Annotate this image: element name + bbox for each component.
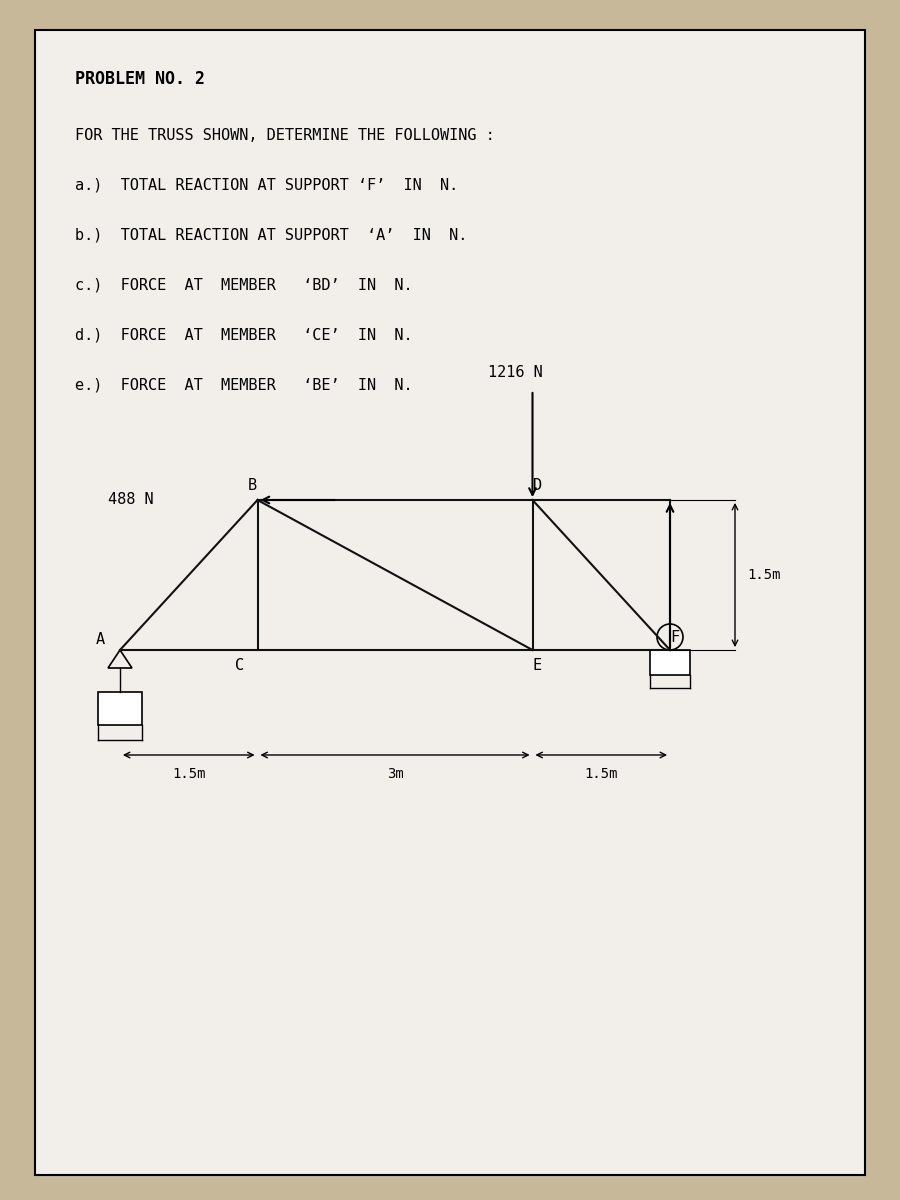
Text: 1216 N: 1216 N bbox=[488, 365, 542, 380]
Text: A: A bbox=[95, 632, 104, 648]
Text: C: C bbox=[235, 659, 244, 673]
Text: 1.5m: 1.5m bbox=[747, 568, 780, 582]
Text: E: E bbox=[533, 659, 542, 673]
Text: b.)  TOTAL REACTION AT SUPPORT  ‘A’  IN  N.: b.) TOTAL REACTION AT SUPPORT ‘A’ IN N. bbox=[75, 228, 467, 242]
Text: 1.5m: 1.5m bbox=[172, 767, 205, 781]
Bar bbox=[98, 692, 142, 725]
Text: FOR THE TRUSS SHOWN, DETERMINE THE FOLLOWING :: FOR THE TRUSS SHOWN, DETERMINE THE FOLLO… bbox=[75, 128, 495, 143]
Text: D: D bbox=[533, 479, 542, 493]
Text: PROBLEM NO. 2: PROBLEM NO. 2 bbox=[75, 70, 205, 88]
Text: a.)  TOTAL REACTION AT SUPPORT ‘F’  IN  N.: a.) TOTAL REACTION AT SUPPORT ‘F’ IN N. bbox=[75, 178, 458, 193]
Text: 488 N: 488 N bbox=[107, 492, 153, 508]
Text: 1.5m: 1.5m bbox=[584, 767, 618, 781]
Text: B: B bbox=[248, 479, 257, 493]
Text: c.)  FORCE  AT  MEMBER   ‘BD’  IN  N.: c.) FORCE AT MEMBER ‘BD’ IN N. bbox=[75, 278, 412, 293]
Text: e.)  FORCE  AT  MEMBER   ‘BE’  IN  N.: e.) FORCE AT MEMBER ‘BE’ IN N. bbox=[75, 378, 412, 392]
Text: d.)  FORCE  AT  MEMBER   ‘CE’  IN  N.: d.) FORCE AT MEMBER ‘CE’ IN N. bbox=[75, 328, 412, 343]
Bar bbox=[650, 650, 690, 674]
Text: 3m: 3m bbox=[387, 767, 403, 781]
Text: F: F bbox=[670, 630, 680, 646]
